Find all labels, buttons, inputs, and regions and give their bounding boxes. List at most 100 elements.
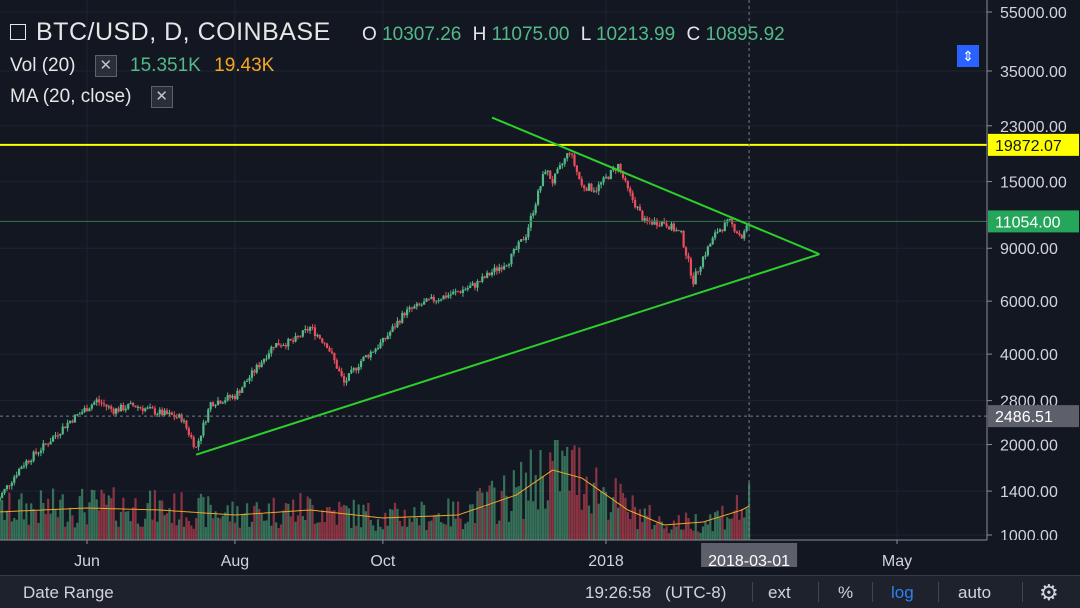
- volume-bar: [507, 521, 511, 540]
- candle: [398, 320, 401, 323]
- candle: [464, 289, 467, 291]
- candle: [122, 404, 125, 411]
- volume-bar: [709, 514, 712, 540]
- close-value: 10895.92: [705, 24, 785, 45]
- candle: [420, 304, 423, 306]
- volume-bar: [61, 494, 64, 540]
- candle: [199, 435, 203, 441]
- volume-bar: [158, 500, 161, 540]
- candle: [561, 163, 564, 166]
- candle: [573, 154, 576, 166]
- candle: [228, 395, 232, 398]
- candle: [100, 402, 103, 404]
- auto-button[interactable]: auto: [958, 583, 992, 602]
- candle: [544, 171, 547, 175]
- volume-bar: [570, 449, 574, 540]
- volume-bar: [265, 520, 268, 540]
- candle: [163, 410, 166, 416]
- drawing-layer[interactable]: [0, 0, 987, 540]
- candle: [384, 337, 387, 340]
- candle: [612, 168, 615, 171]
- candle: [634, 199, 637, 208]
- volume-bar: [168, 508, 171, 540]
- volume-bar: [592, 482, 595, 540]
- volume-bar: [156, 521, 159, 540]
- volume-bar: [131, 507, 135, 540]
- volume-bar: [8, 492, 11, 540]
- remove-ma-button[interactable]: ✕: [150, 86, 173, 108]
- candle: [161, 409, 164, 416]
- volume-bar: [418, 525, 421, 540]
- timezone-button[interactable]: (UTC-8): [665, 583, 727, 602]
- candle: [532, 213, 535, 216]
- volume-bar: [245, 503, 249, 540]
- volume-bar: [73, 527, 76, 540]
- remove-volume-button[interactable]: ✕: [94, 55, 117, 77]
- volume-bar: [22, 519, 26, 540]
- candle: [328, 348, 331, 352]
- candle: [197, 440, 200, 447]
- volume-bar: [345, 505, 348, 540]
- candle: [56, 435, 59, 437]
- candle: [663, 221, 666, 224]
- candle: [22, 465, 26, 467]
- candle: [299, 336, 302, 338]
- volume-bar: [93, 490, 96, 540]
- volume-bar: [192, 528, 195, 540]
- volume-bar: [136, 523, 140, 540]
- candle: [187, 428, 190, 435]
- volume-bar: [71, 515, 74, 540]
- volume-bar: [636, 529, 639, 540]
- volume-layer: [0, 440, 751, 540]
- volume-bar: [641, 521, 644, 540]
- candle: [520, 239, 523, 242]
- volume-bar: [66, 521, 69, 540]
- volume-bar: [224, 512, 227, 540]
- candle: [168, 412, 171, 415]
- volume-bar: [626, 511, 629, 540]
- volume-bar: [532, 501, 535, 540]
- volume-bar: [655, 522, 659, 540]
- candle: [408, 307, 411, 310]
- volume-bar: [267, 503, 270, 540]
- volume-bar: [178, 519, 181, 540]
- divider: [752, 582, 753, 602]
- volume-bar: [364, 511, 368, 540]
- candle: [355, 368, 358, 371]
- crosshair-date-label: 2018-03-01: [708, 553, 790, 570]
- candle: [330, 351, 334, 354]
- settings-gear-icon[interactable]: ⚙: [1039, 580, 1059, 605]
- volume-bar: [282, 510, 285, 540]
- volume-bar: [488, 485, 491, 540]
- candle: [202, 422, 205, 436]
- candle: [406, 309, 409, 316]
- ext-button[interactable]: ext: [768, 583, 791, 602]
- candle: [110, 406, 113, 409]
- candle: [139, 407, 142, 409]
- candle: [595, 190, 598, 192]
- volume-bar: [430, 520, 433, 540]
- volume-bar: [175, 525, 178, 540]
- volume-bar: [163, 515, 166, 540]
- scale-toggle-icon[interactable]: ⇕: [957, 45, 979, 67]
- candle: [721, 229, 724, 232]
- candle: [90, 404, 93, 409]
- candle: [680, 230, 683, 232]
- date-range-button[interactable]: Date Range: [23, 583, 114, 602]
- candle: [156, 413, 159, 415]
- price-chart[interactable]: 55000.00 35000.00 23000.00 15000.00 9000.00 6…: [0, 0, 1080, 575]
- volume-bar: [68, 507, 72, 540]
- volume-bar: [612, 497, 615, 540]
- volume-bar: [551, 460, 554, 540]
- candle: [617, 163, 620, 171]
- volume-bar: [238, 527, 241, 540]
- volume-bar: [51, 488, 55, 540]
- percent-button[interactable]: %: [838, 583, 854, 602]
- volume-bar: [119, 511, 123, 540]
- log-button[interactable]: log: [891, 583, 914, 602]
- candle: [733, 223, 736, 232]
- collapse-checkbox[interactable]: [10, 23, 26, 40]
- candle: [325, 343, 329, 349]
- volume-bar: [105, 504, 108, 540]
- candle: [510, 253, 513, 265]
